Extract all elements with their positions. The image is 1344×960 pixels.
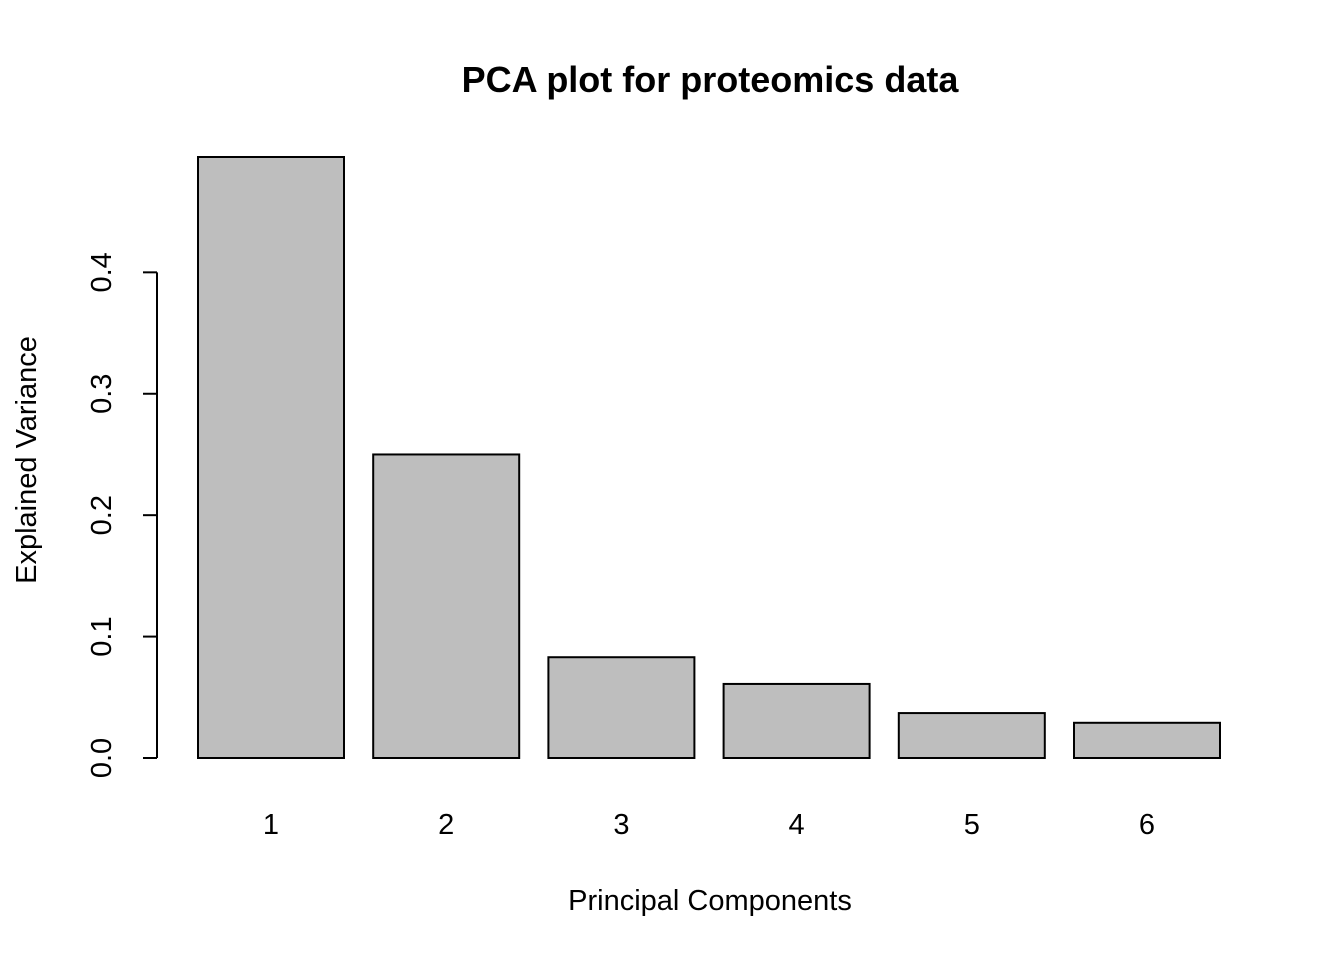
bar-5 bbox=[897, 712, 1046, 760]
x-tick-label: 1 bbox=[263, 809, 279, 841]
x-tick-label: 2 bbox=[438, 809, 454, 841]
chart-title: PCA plot for proteomics data bbox=[462, 59, 960, 100]
x-tick-label: 5 bbox=[964, 809, 980, 841]
bar-2 bbox=[372, 453, 521, 759]
x-tick-label: 4 bbox=[789, 809, 805, 841]
bars-group bbox=[197, 156, 1221, 760]
y-tick-label: 0.4 bbox=[86, 252, 118, 292]
y-tick-label: 0.1 bbox=[86, 616, 118, 656]
bar-4 bbox=[722, 682, 871, 760]
x-tick-label: 3 bbox=[613, 809, 629, 841]
bar-1 bbox=[197, 156, 345, 759]
x-axis-label: Principal Components bbox=[568, 885, 852, 917]
bar-6 bbox=[1073, 721, 1221, 760]
y-axis-label: Explained Variance bbox=[11, 336, 43, 584]
x-tick-label: 6 bbox=[1139, 809, 1155, 841]
y-axis: 0.0 0.1 0.2 0.3 0.4 bbox=[86, 252, 158, 778]
bar-3 bbox=[547, 656, 696, 759]
x-tick-labels: 1 2 3 4 5 6 bbox=[263, 809, 1155, 841]
y-tick-label: 0.3 bbox=[86, 374, 118, 414]
y-tick-label: 0.2 bbox=[86, 495, 118, 535]
y-tick-label: 0.0 bbox=[86, 738, 118, 778]
